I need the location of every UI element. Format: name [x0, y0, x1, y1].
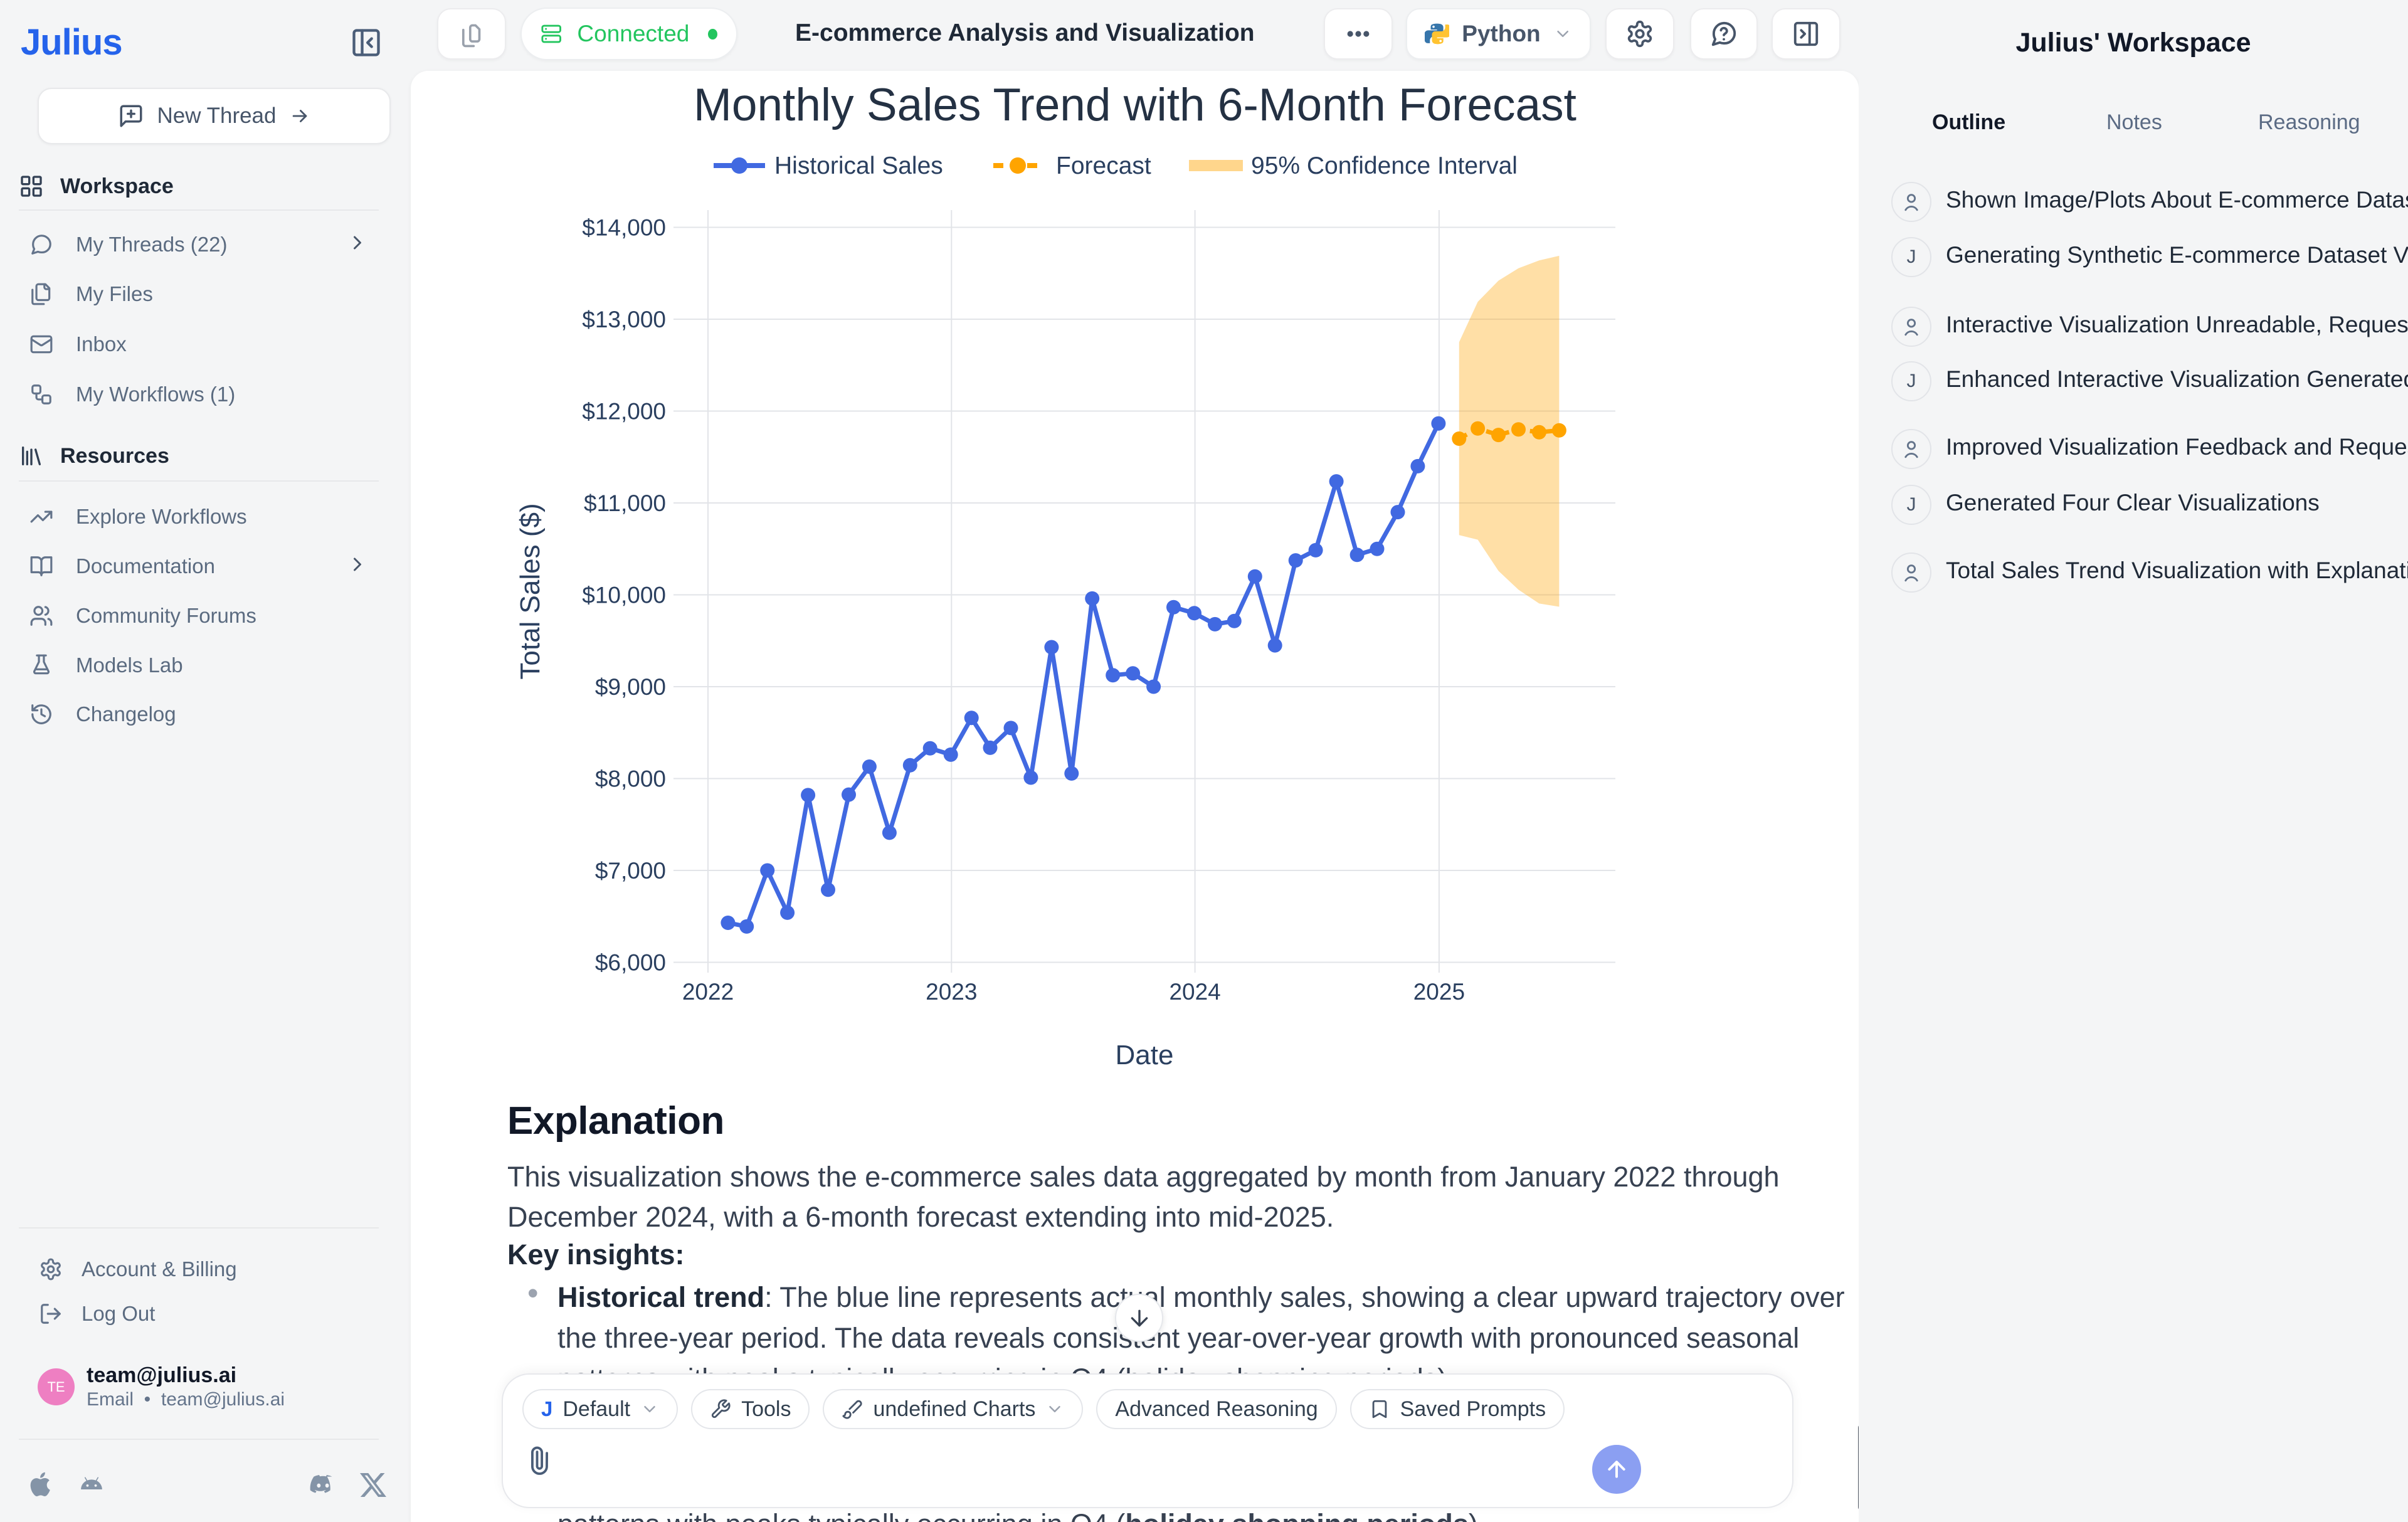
- svg-text:Total Sales ($): Total Sales ($): [515, 503, 546, 679]
- svg-text:Monthly Sales Trend with 6-Mon: Monthly Sales Trend with 6-Month Forecas…: [694, 80, 1576, 130]
- svg-text:$9,000: $9,000: [595, 674, 666, 700]
- svg-text:$12,000: $12,000: [582, 399, 666, 425]
- svg-text:$6,000: $6,000: [595, 950, 666, 976]
- svg-text:95% Confidence Interval: 95% Confidence Interval: [1251, 152, 1518, 179]
- svg-text:2025: 2025: [1413, 979, 1465, 1005]
- svg-text:$8,000: $8,000: [595, 766, 666, 792]
- svg-text:2023: 2023: [926, 979, 977, 1005]
- svg-text:$7,000: $7,000: [595, 858, 666, 884]
- svg-text:Historical Sales: Historical Sales: [774, 152, 943, 179]
- svg-text:$14,000: $14,000: [582, 215, 666, 241]
- svg-text:$13,000: $13,000: [582, 307, 666, 332]
- svg-text:Date: Date: [1116, 1040, 1174, 1070]
- svg-text:2022: 2022: [682, 979, 734, 1005]
- svg-text:$11,000: $11,000: [584, 490, 666, 516]
- svg-text:$10,000: $10,000: [582, 583, 666, 608]
- svg-text:2024: 2024: [1169, 979, 1220, 1005]
- svg-text:Forecast: Forecast: [1056, 152, 1151, 179]
